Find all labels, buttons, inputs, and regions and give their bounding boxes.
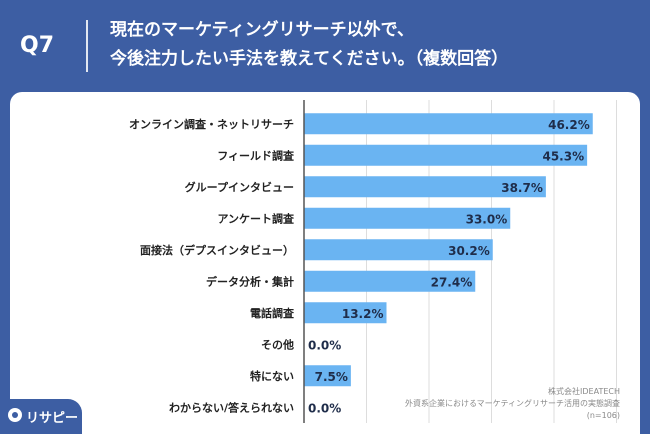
source-survey: 外資系企業におけるマーケティングリサーチ活用の実態調査 xyxy=(404,399,620,408)
bar xyxy=(304,207,511,229)
question-number: Q7 xyxy=(20,33,55,58)
bar xyxy=(304,113,593,135)
category-label: わからない/答えられない xyxy=(169,400,294,414)
logo-text: リサピー xyxy=(26,411,79,426)
value-label: 27.4% xyxy=(431,275,473,289)
source-note: 株式会社IDEATECH 外資系企業におけるマーケティングリサーチ活用の実態調査… xyxy=(405,386,620,422)
category-label: フィールド調査 xyxy=(217,148,294,162)
question-header: Q7 現在のマーケティングリサーチ以外で、 今後注力したい手法を教えてください。… xyxy=(0,0,650,92)
category-label: 特にない xyxy=(250,369,294,383)
value-label: 46.2% xyxy=(548,118,590,132)
value-label: 33.0% xyxy=(466,212,508,226)
question-title: 現在のマーケティングリサーチ以外で、 今後注力したい手法を教えてください。（複数… xyxy=(110,16,508,74)
risapi-logo: リサピー xyxy=(0,399,82,434)
bar xyxy=(304,365,351,387)
value-label: 0.0% xyxy=(308,338,341,352)
bar xyxy=(304,270,476,292)
source-company: 株式会社IDEATECH xyxy=(548,387,620,396)
category-label: アンケート調査 xyxy=(217,211,294,225)
value-label: 7.5% xyxy=(315,370,348,384)
question-title-line2: 今後注力したい手法を教えてください。（複数回答） xyxy=(110,49,509,69)
category-label: 面接法（デプスインタビュー） xyxy=(140,243,294,257)
header-divider xyxy=(86,20,88,72)
category-label: 電話調査 xyxy=(250,306,294,320)
source-sample-size: (n=106) xyxy=(586,411,620,420)
risapi-logo-icon xyxy=(8,408,22,422)
value-label: 0.0% xyxy=(308,401,341,415)
value-label: 38.7% xyxy=(501,181,543,195)
category-label: データ分析・集計 xyxy=(206,274,294,288)
bar xyxy=(304,144,588,166)
category-label: グループインタビュー xyxy=(185,180,294,194)
value-label: 45.3% xyxy=(542,149,584,163)
value-label: 13.2% xyxy=(342,307,384,321)
bar xyxy=(304,302,387,324)
bar xyxy=(304,239,493,261)
category-label: オンライン調査・ネットリサーチ xyxy=(129,117,294,131)
chart-card: オンライン調査・ネットリサーチ 46.2% フィールド調査 45.3% グループインタビ… xyxy=(10,92,640,434)
category-label: その他 xyxy=(261,337,294,351)
value-label: 30.2% xyxy=(448,244,490,258)
bar xyxy=(304,176,546,198)
question-title-line1: 現在のマーケティングリサーチ以外で、 xyxy=(110,20,414,40)
bar-chart: オンライン調査・ネットリサーチ 46.2% フィールド調査 45.3% グループインタビ… xyxy=(129,100,617,423)
